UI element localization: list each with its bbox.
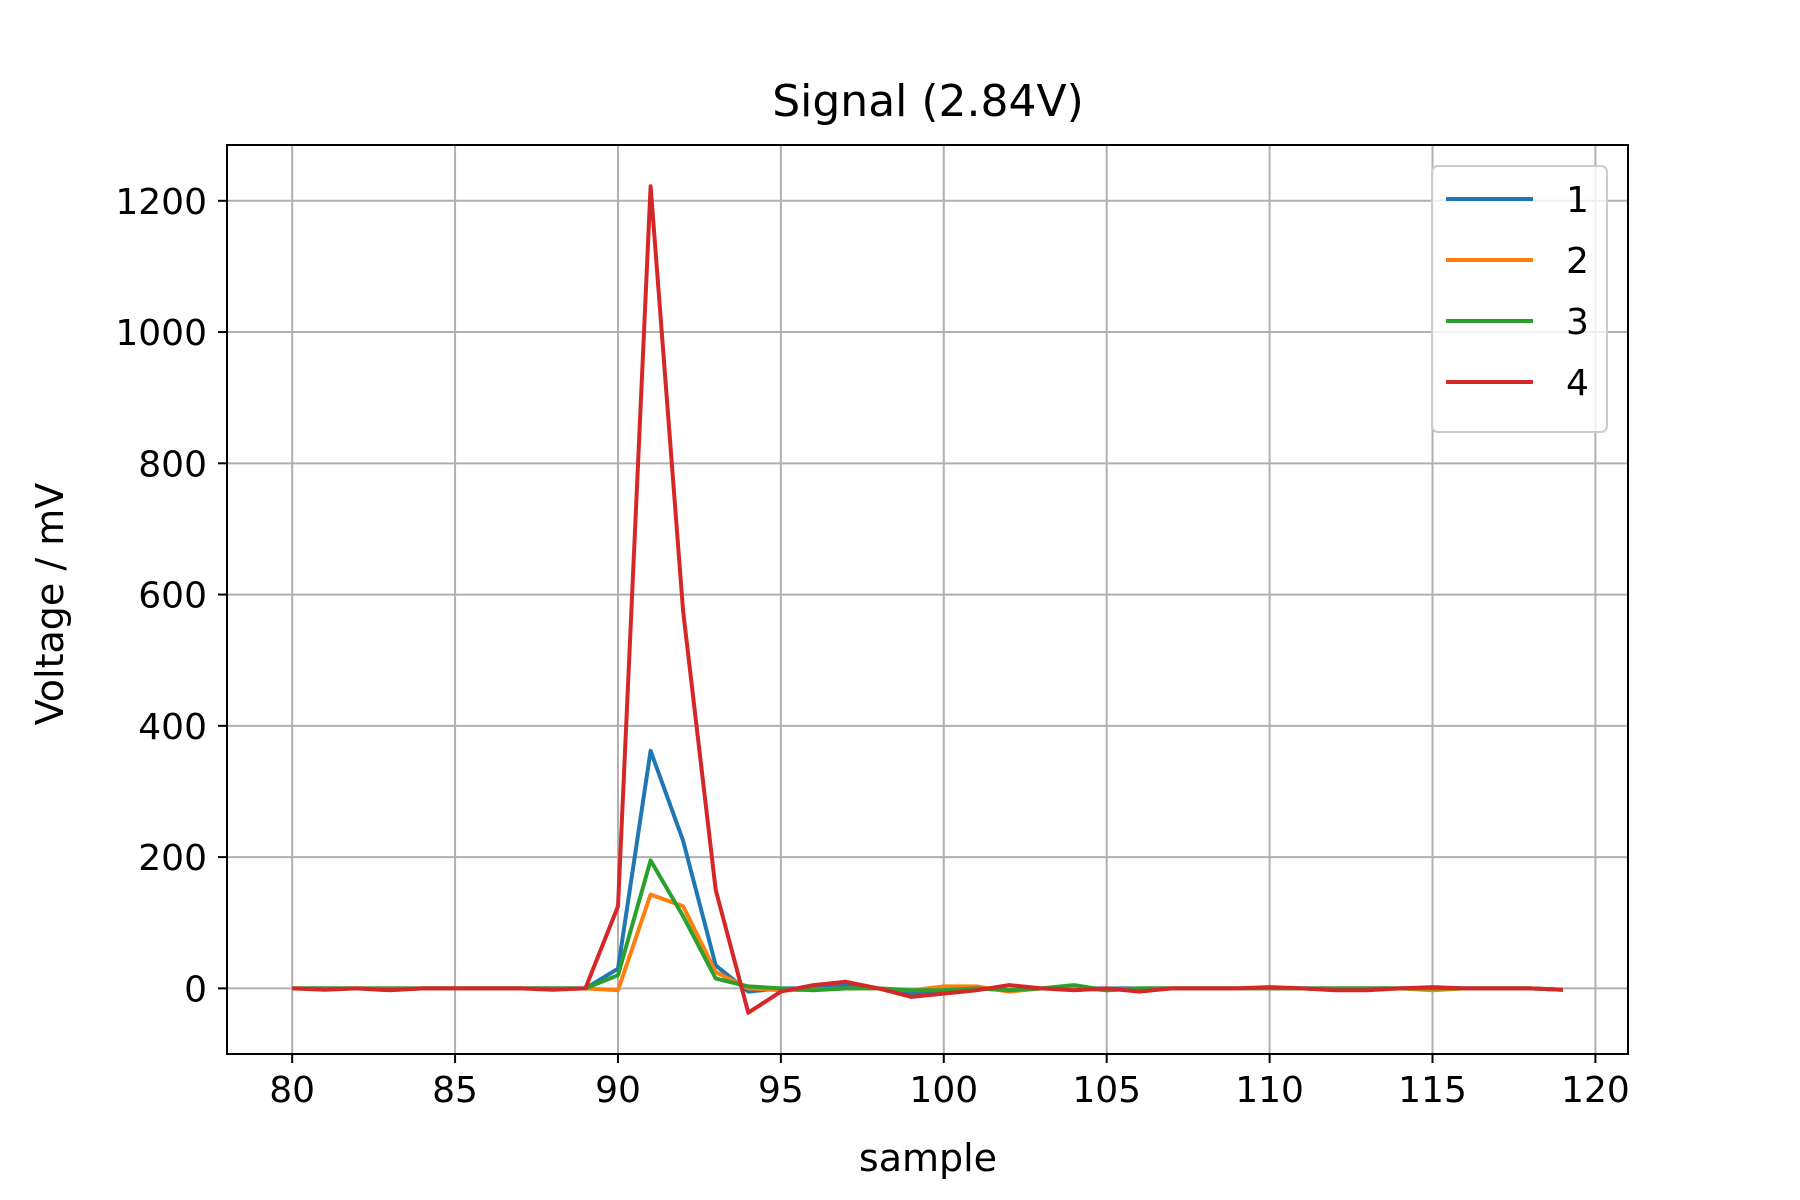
y-axis-title: Voltage / mV bbox=[28, 483, 72, 726]
legend-label: 1 bbox=[1566, 180, 1589, 221]
x-tick-label: 110 bbox=[1235, 1070, 1304, 1111]
x-tick-label: 90 bbox=[595, 1070, 641, 1111]
legend-label: 2 bbox=[1566, 241, 1589, 282]
y-axis-ticks: 0 200 400 600 800 1000 1200 bbox=[115, 182, 227, 1010]
x-tick-label: 80 bbox=[269, 1070, 315, 1111]
legend: 1 2 3 4 bbox=[1431, 165, 1608, 433]
x-axis-ticks: 80 85 90 95 100 105 110 115 120 bbox=[269, 1054, 1630, 1111]
plot-lines bbox=[292, 184, 1563, 1015]
x-tick-label: 95 bbox=[758, 1070, 804, 1111]
x-tick-label: 105 bbox=[1072, 1070, 1141, 1111]
x-tick-label: 120 bbox=[1561, 1070, 1630, 1111]
chart-title: Signal (2.84V) bbox=[772, 76, 1084, 127]
y-tick-label: 1000 bbox=[115, 313, 207, 354]
y-tick-label: 1200 bbox=[115, 182, 207, 223]
x-tick-label: 100 bbox=[909, 1070, 978, 1111]
plot-frame bbox=[226, 144, 1629, 1055]
x-axis-title: sample bbox=[859, 1136, 997, 1180]
y-tick-label: 600 bbox=[138, 576, 207, 617]
legend-box bbox=[1431, 165, 1608, 433]
x-tick-label: 85 bbox=[432, 1070, 478, 1111]
x-tick-label: 115 bbox=[1398, 1070, 1467, 1111]
legend-label: 4 bbox=[1566, 363, 1589, 404]
y-tick-label: 400 bbox=[138, 707, 207, 748]
y-tick-label: 0 bbox=[184, 969, 207, 1010]
series-line-4 bbox=[292, 184, 1563, 1015]
legend-label: 3 bbox=[1566, 302, 1589, 343]
y-tick-label: 200 bbox=[138, 838, 207, 879]
y-tick-label: 800 bbox=[138, 444, 207, 485]
